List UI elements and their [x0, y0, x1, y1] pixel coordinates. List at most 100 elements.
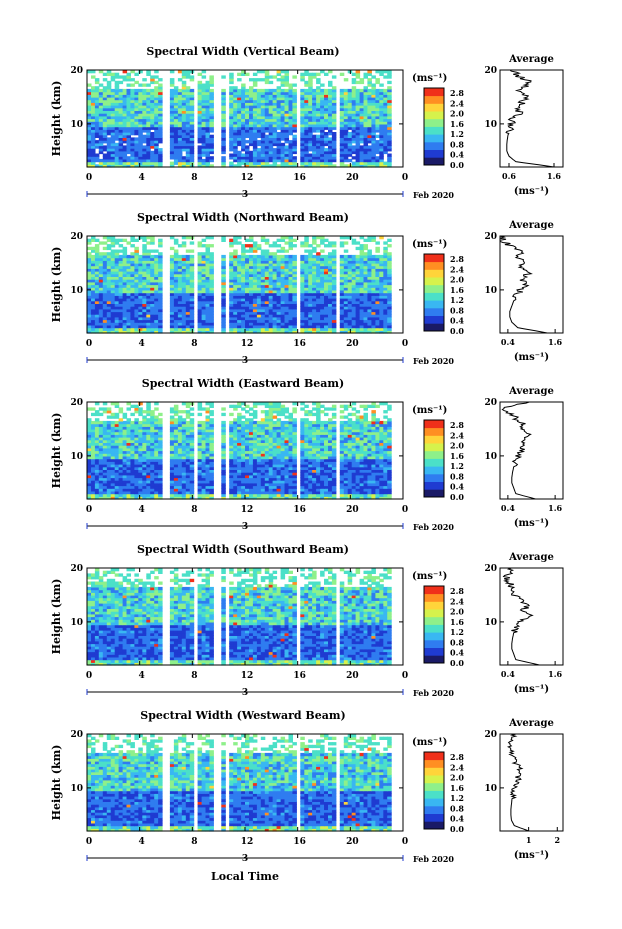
heatmap-cell — [339, 300, 345, 304]
heatmap-cell — [134, 322, 139, 326]
heatmap-cell — [197, 273, 203, 277]
heatmap-cell — [94, 252, 100, 256]
heatmap-cell — [237, 327, 242, 331]
heatmap-cell — [126, 110, 131, 114]
heatmap-cell — [205, 493, 210, 497]
heatmap-cell — [343, 289, 349, 294]
heatmap-cell — [331, 300, 337, 304]
heatmap-cell — [154, 121, 159, 125]
heatmap-cell — [209, 324, 214, 329]
heatmap-cell — [126, 496, 131, 500]
heatmap-cell — [122, 306, 128, 310]
heatmap-cell — [209, 276, 214, 280]
heatmap-cell — [308, 80, 313, 85]
heatmap-cell — [375, 118, 380, 122]
heatmap-cell — [347, 150, 353, 155]
heatmap-cell — [331, 289, 337, 294]
heatmap-cell — [102, 480, 108, 484]
heatmap-cell — [371, 137, 376, 141]
heatmap-cell — [177, 496, 183, 500]
heatmap-cell — [102, 322, 108, 326]
heatmap-cell — [249, 314, 254, 318]
heatmap-cell — [134, 284, 139, 288]
heatmap-cell — [201, 268, 207, 272]
heatmap-cell — [241, 123, 246, 128]
heatmap-cell — [229, 96, 234, 101]
heatmap-cell — [379, 113, 384, 117]
heatmap-cell — [312, 314, 317, 318]
heatmap-cell — [142, 324, 147, 329]
heatmap-cell — [359, 134, 365, 138]
heatmap-cell — [268, 276, 274, 280]
heatmap-cell — [221, 91, 226, 95]
heatmap-cell — [146, 319, 151, 323]
heatmap-cell — [292, 319, 297, 323]
heatmap-cell — [355, 102, 361, 106]
heatmap-cell — [181, 105, 187, 109]
heatmap-cell — [185, 292, 191, 296]
heatmap-cell — [343, 91, 349, 95]
heatmap-cell — [379, 324, 384, 329]
heatmap-cell — [106, 153, 112, 157]
heatmap-cell — [150, 121, 155, 125]
heatmap-cell — [126, 271, 131, 275]
heatmap-cell — [328, 137, 333, 141]
heatmap-cell — [249, 78, 254, 82]
heatmap-cell — [339, 322, 345, 326]
heatmap-cell — [331, 137, 337, 141]
heatmap-cell — [371, 284, 376, 288]
heatmap-cell — [181, 284, 187, 288]
heatmap-cell — [324, 311, 329, 315]
heatmap-cell — [260, 281, 266, 286]
heatmap-cell — [331, 322, 337, 326]
heatmap-cell — [185, 279, 191, 283]
heatmap-cell — [276, 91, 282, 95]
heatmap-cell — [288, 238, 293, 242]
heatmap-cell — [284, 327, 289, 331]
heatmap-cell — [328, 105, 333, 109]
heatmap-cell — [328, 273, 333, 277]
heatmap-cell — [312, 164, 317, 168]
heatmap-cell — [268, 137, 274, 141]
heatmap-cell — [280, 279, 286, 283]
avg-y-tick-label: 20 — [484, 232, 497, 242]
heatmap-cell — [304, 482, 309, 487]
heatmap-cell — [264, 311, 270, 315]
heatmap-cell — [272, 490, 278, 495]
heatmap-cell — [331, 140, 337, 144]
heatmap-cell — [383, 303, 388, 307]
heatmap-cell — [308, 273, 313, 277]
heatmap-cell — [118, 137, 124, 141]
heatmap-cell — [339, 115, 345, 120]
heatmap-cell — [367, 324, 372, 329]
heatmap-cell — [173, 145, 179, 149]
heatmap-cell — [197, 268, 203, 272]
heatmap-cell — [134, 145, 139, 149]
heatmap-cell — [264, 80, 270, 85]
heatmap-cell — [150, 480, 155, 484]
heatmap-cell — [371, 75, 376, 79]
heatmap-cell — [268, 244, 274, 248]
heatmap-cell — [328, 496, 333, 500]
heatmap-cell — [102, 105, 108, 109]
heatmap-cell — [280, 134, 286, 138]
heatmap-cell — [138, 107, 143, 111]
heatmap-cell — [375, 311, 380, 315]
heatmap-cell — [173, 161, 179, 165]
heatmap-cell — [177, 262, 183, 267]
heatmap-cell — [130, 115, 135, 120]
heatmap-cell — [249, 161, 254, 165]
heatmap-cell — [252, 126, 258, 130]
heatmap-cell — [343, 298, 349, 302]
heatmap-cell — [229, 123, 234, 128]
heatmap-cell — [205, 148, 210, 152]
heatmap-cell — [355, 265, 361, 269]
heatmap-cell — [260, 254, 266, 259]
heatmap-cell — [209, 485, 214, 489]
heatmap-cell — [126, 490, 131, 495]
heatmap-cell — [272, 324, 278, 329]
heatmap-cell — [201, 161, 207, 165]
heatmap-cell — [288, 276, 293, 280]
heatmap-cell — [205, 496, 210, 500]
heatmap-cell — [280, 238, 286, 242]
